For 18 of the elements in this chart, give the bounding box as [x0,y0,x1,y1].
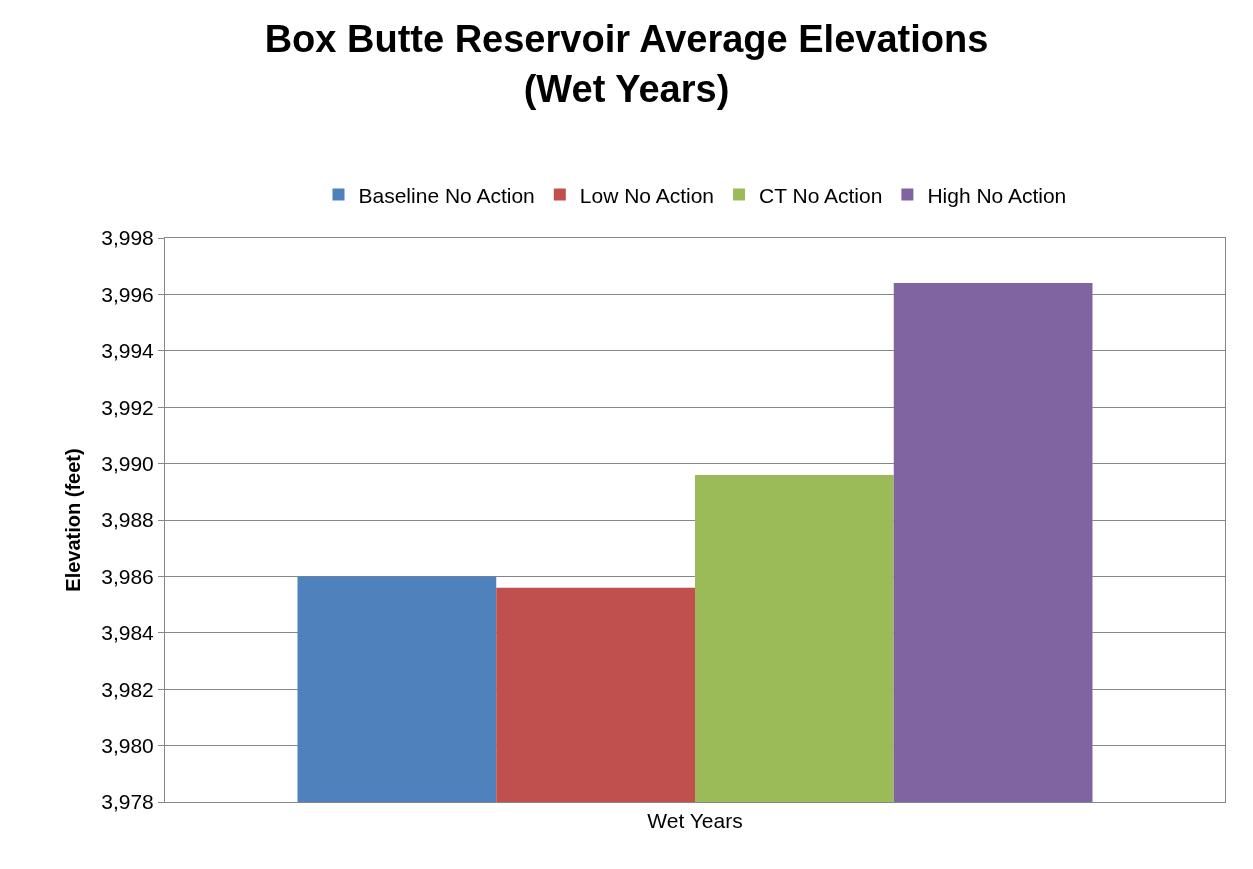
y-tick-label: 3,988 [101,508,154,532]
y-tick-label: 3,982 [101,677,154,701]
y-tick-label: 3,984 [101,621,155,645]
legend-label: CT No Action [759,183,883,207]
y-tick-label: 3,980 [101,733,154,757]
chart-title: Box Butte Reservoir Average Elevations (Wet Years) [264,18,989,110]
y-tick-label: 3,996 [101,282,154,306]
y-tick-label: 3,978 [101,790,154,814]
legend-label: Low No Action [579,183,715,207]
legend-label: Baseline No Action [358,183,535,207]
y-tick-label: 3,994 [101,339,155,363]
y-tick-label: 3,992 [101,395,154,419]
y-tick-label: 3,986 [101,564,154,588]
x-tick-label: Wet Years [647,809,743,833]
y-tick-label: 3,990 [101,451,154,475]
y-axis-title: Elevation (feet) [61,448,84,592]
y-tick-label: 3,998 [101,226,154,250]
legend-label: High No Action [927,183,1067,207]
